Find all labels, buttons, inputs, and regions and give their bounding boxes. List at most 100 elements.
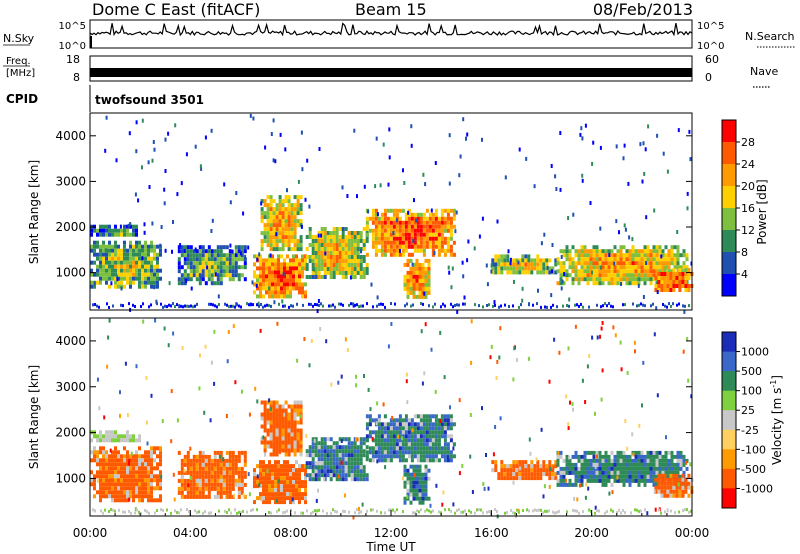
echo-cell [323, 445, 327, 450]
noise-cell [300, 130, 303, 135]
noise-cell [683, 309, 686, 314]
echo-cell [419, 446, 423, 451]
echo-cell [646, 277, 650, 282]
echo-cell [262, 496, 265, 501]
echo-cell [443, 438, 447, 443]
noise-cell [251, 280, 254, 285]
colorbar-segment [722, 186, 736, 209]
echo-cell [280, 254, 283, 259]
echo-cell [350, 469, 354, 474]
ground-cell [246, 302, 248, 306]
echo-cell [667, 470, 671, 475]
echo-cell [652, 261, 656, 266]
echo-cell [280, 290, 283, 295]
echo-cell [271, 270, 274, 275]
echo-cell [271, 484, 274, 489]
echo-cell [675, 280, 679, 284]
noise-cell [624, 227, 627, 232]
echo-cell [126, 490, 129, 495]
echo-cell [654, 477, 658, 482]
echo-cell [274, 282, 277, 287]
echo-cell [658, 253, 662, 258]
echo-cell [278, 235, 282, 240]
echo-cell [684, 272, 688, 276]
echo-cell [123, 276, 126, 281]
ground-cell [224, 302, 226, 306]
ground-cell [676, 303, 678, 307]
echo-cell [159, 268, 162, 273]
echo-cell [277, 282, 280, 287]
echo-cell [329, 477, 333, 482]
ground-cell [588, 305, 590, 309]
echo-cell [383, 434, 387, 439]
ground-cell [190, 304, 192, 308]
echo-cell [407, 418, 411, 423]
echo-cell [240, 470, 244, 475]
ground-cell [686, 508, 688, 512]
noise-cell [430, 208, 433, 213]
echo-cell [147, 272, 150, 277]
echo-cell [292, 492, 295, 497]
echo-cell [637, 265, 641, 270]
noise-cell [106, 364, 109, 369]
echo-cell [287, 428, 291, 433]
echo-cell [138, 458, 141, 463]
echo-cell [398, 228, 402, 233]
echo-cell [649, 454, 653, 459]
echo-cell [114, 446, 117, 451]
echo-cell [198, 257, 202, 262]
echo-cell [416, 212, 420, 217]
echo-cell [418, 464, 422, 469]
echo-cell [114, 450, 117, 455]
echo-cell [228, 458, 232, 463]
echo-cell [446, 244, 450, 249]
echo-cell [117, 272, 120, 277]
echo-cell [580, 470, 584, 475]
echo-cell [341, 263, 345, 267]
echo-cell [183, 281, 187, 286]
nsky-tick-top: 10^5 [59, 21, 86, 32]
echo-cell [260, 231, 264, 236]
echo-cell [524, 254, 528, 259]
ground-cell [588, 508, 590, 512]
echo-cell [403, 464, 407, 469]
echo-cell [421, 492, 425, 497]
echo-cell [332, 239, 336, 243]
cpid-row: CPID twofsound 3501 [6, 85, 204, 112]
echo-cell [207, 277, 211, 282]
echo-cell [625, 281, 629, 286]
echo-cell [545, 468, 549, 473]
noise-cell [543, 484, 546, 489]
noise-cell [413, 473, 416, 478]
echo-cell [314, 473, 318, 478]
echo-cell [153, 458, 156, 463]
noise-cell [485, 453, 487, 457]
echo-cell [669, 276, 673, 280]
echo-cell [446, 414, 450, 419]
echo-cell [277, 492, 280, 497]
echo-cell [398, 240, 402, 245]
echo-cell [269, 231, 273, 236]
echo-cell [440, 446, 444, 451]
noise-cell [376, 459, 379, 464]
echo-cell [204, 478, 208, 483]
echo-cell [664, 265, 668, 270]
echo-cell [292, 258, 295, 263]
echo-cell [234, 249, 238, 254]
noise-cell [355, 374, 358, 379]
ground-cell [268, 304, 270, 308]
echo-cell [198, 490, 202, 495]
ground-cell [380, 511, 382, 515]
echo-cell [308, 275, 312, 279]
echo-cell [684, 284, 688, 288]
echo-cell [268, 290, 271, 295]
echo-cell [293, 207, 297, 212]
echo-cell [577, 474, 581, 479]
ground-cell [682, 509, 684, 513]
noise-cell [467, 239, 470, 244]
colorbar-segment [722, 332, 736, 353]
echo-cell [222, 462, 226, 467]
noise-cell [626, 446, 629, 451]
echo-cell [643, 454, 647, 459]
ground-cell [354, 511, 356, 515]
